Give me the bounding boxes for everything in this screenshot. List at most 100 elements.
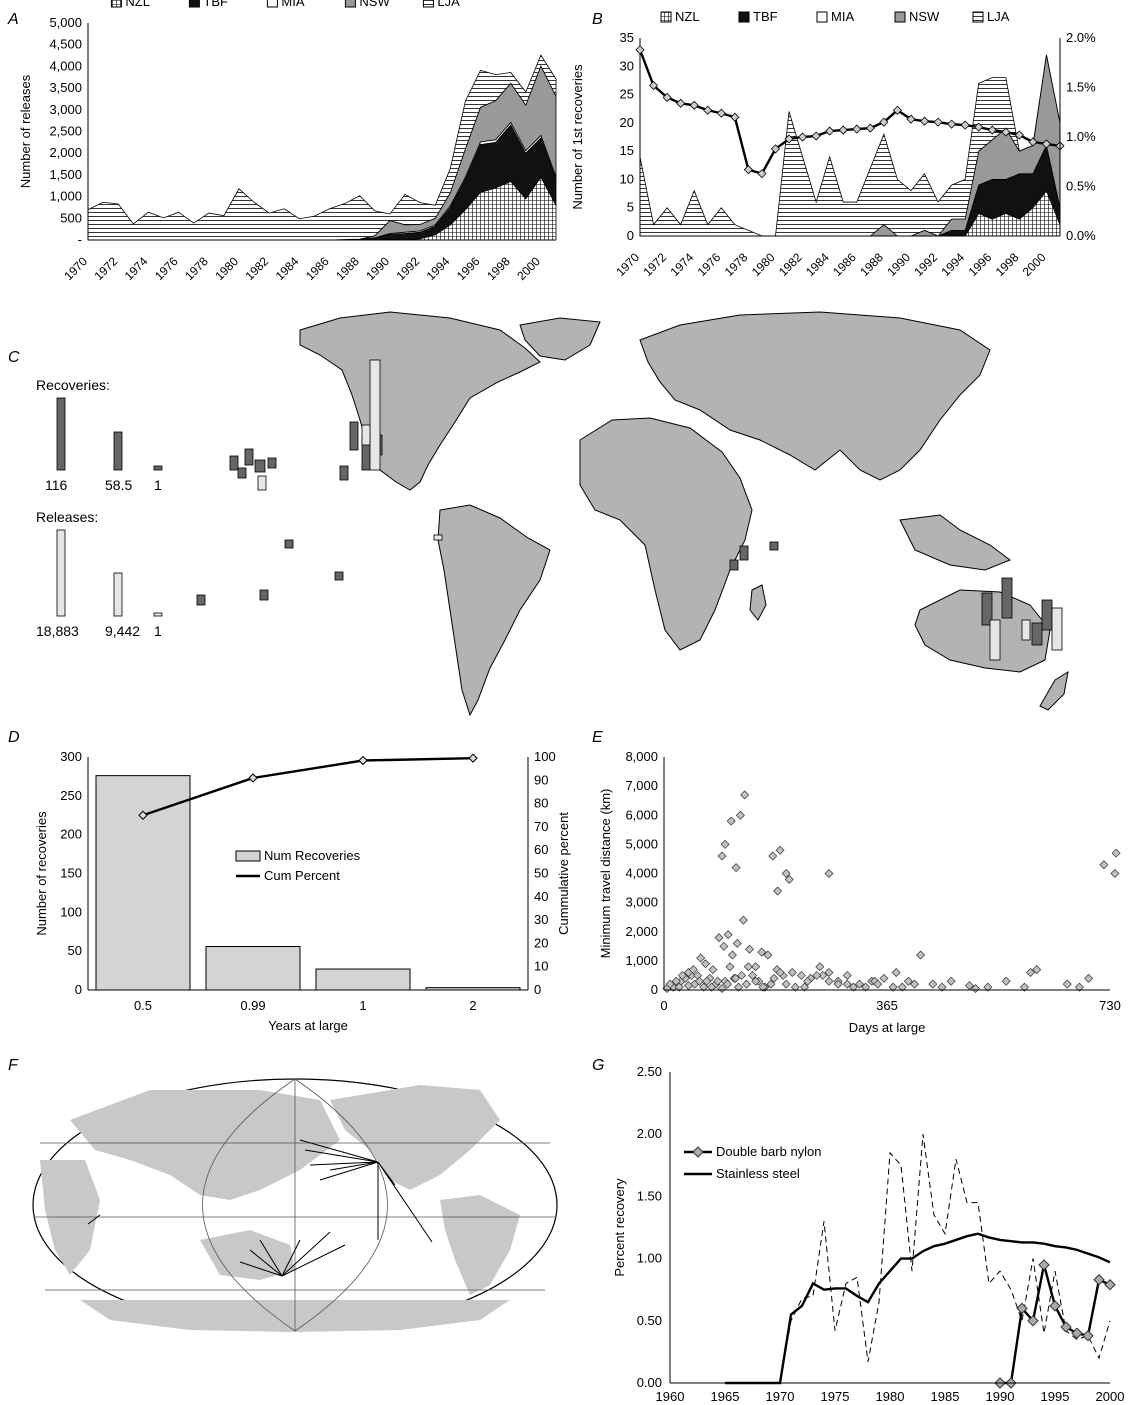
chart-a-x-tick-label: 1986 (303, 254, 332, 283)
chart-d-cum-marker (138, 810, 148, 820)
chart-e-point (790, 982, 800, 992)
chart-d-years-at-large: 0 50 100 150 200 250 300 0 10 20 30 40 50 60 70 80 90 100… (34, 749, 571, 1033)
chart-b-percent-marker (730, 112, 740, 122)
chart-e-y-tick-label: 6,000 (625, 807, 658, 822)
chart-e-point (674, 982, 684, 992)
chart-e-y-tick-label: 8,000 (625, 749, 658, 764)
releases-legend-bar-1 (153, 612, 163, 617)
chart-a-x-tick-label: 1984 (273, 254, 302, 283)
chart-g-y-tick-label: 0.00 (637, 1375, 662, 1390)
chart-d-y-tick-label: 150 (60, 866, 82, 881)
chart-a-x-tick-label: 1972 (92, 254, 121, 283)
chart-d-y-tick-label: 200 (60, 827, 82, 842)
chart-d-cum-marker (358, 755, 368, 766)
chart-e-point (800, 982, 810, 992)
chart-b-first-recoveries: 0510152025303519701972197419761978198019… (570, 9, 1096, 279)
chart-g-nylon-marker (1060, 1321, 1072, 1333)
chart-e-point (1110, 869, 1120, 878)
chart-b-x-tick-label: 1984 (803, 250, 832, 279)
chart-g-y-tick-label: 0.50 (637, 1313, 662, 1328)
chart-b-percent-marker (798, 132, 808, 142)
chart-b-percent-marker (960, 120, 970, 130)
chart-e-point (741, 979, 751, 989)
chart-b-legend-label-tbf: TBF (753, 9, 778, 24)
chart-b-legend-swatch-nsw (894, 11, 906, 23)
chart-b-y-tick-label: 5 (627, 200, 634, 215)
chart-e-point (730, 973, 740, 983)
chart-g-nylon-marker (1104, 1279, 1116, 1291)
chart-d-cum-marker (248, 773, 258, 783)
chart-e-point (773, 886, 783, 896)
chart-b-percent-marker (784, 134, 794, 144)
chart-e-point (781, 869, 791, 878)
map-c-recovery-bar (244, 448, 254, 466)
chart-e-point (726, 816, 736, 826)
chart-e-point (861, 982, 871, 992)
chart-b-percent-marker (838, 125, 848, 135)
chart-b-x-tick-label: 1976 (695, 250, 724, 279)
chart-e-point (745, 944, 755, 954)
chart-e-point (740, 790, 750, 800)
chart-d-cum-line (142, 756, 474, 817)
chart-e-point (879, 973, 889, 983)
chart-e-point (1001, 976, 1011, 986)
chart-d-y2-tick-label: 60 (534, 842, 548, 857)
chart-d-bar-1 (315, 968, 411, 991)
chart-b-x-tick-label: 1986 (830, 250, 859, 279)
chart-e-point (937, 982, 947, 992)
chart-g-y-axis-label: Percent recovery (612, 1178, 627, 1277)
chart-a-x-tick-label: 1980 (212, 254, 241, 283)
chart-b-y2-tick-label: 2.0% (1066, 30, 1096, 45)
chart-d-y2-tick-label: 50 (534, 866, 548, 881)
chart-b-percent-marker (892, 105, 902, 115)
chart-a-releases: - 500 1,000 1,500 2,000 2,500 3,000 3,500 4,000 4… (18, 0, 557, 283)
chart-e-point (787, 968, 797, 978)
chart-g-nylon-marker (1082, 1330, 1094, 1342)
chart-e-point (713, 976, 723, 986)
chart-b-percent-marker (974, 122, 984, 132)
chart-e-point (1074, 982, 1084, 992)
chart-g-y-tick-label: 1.50 (637, 1188, 662, 1203)
chart-b-x-tick-label: 1972 (640, 250, 669, 279)
map-c-landmasses (299, 311, 1069, 717)
releases-legend-bar-18883 (56, 529, 66, 617)
landmass-eurasia (639, 311, 991, 481)
map-c-recovery-bar (1001, 577, 1013, 619)
chart-e-point (946, 976, 956, 986)
chart-d-cum-marker (468, 753, 478, 763)
chart-a-legend-swatch-mia (266, 0, 278, 8)
chart-e-x-tick-label: 365 (876, 998, 898, 1013)
chart-b-percent-marker (648, 80, 659, 91)
chart-d-y2-tick-label: 20 (534, 935, 548, 950)
chart-a-legend-swatch-nsw (344, 0, 356, 8)
chart-e-y-tick-label: 1,000 (625, 953, 658, 968)
chart-d-x-tick-label: 2 (469, 998, 476, 1013)
chart-b-percent-marker (825, 126, 835, 136)
chart-d-y2-tick-label: 10 (534, 959, 548, 974)
chart-b-percent-marker (703, 105, 713, 115)
chart-e-point (855, 979, 865, 989)
panel-letter-f: F (8, 1057, 19, 1074)
panel-letter-b: B (592, 11, 603, 28)
map-f-migration-tracks (32, 1078, 558, 1332)
chart-e-point (928, 979, 938, 989)
chart-e-point (683, 981, 693, 991)
chart-e-point (717, 851, 727, 861)
chart-g-x-tick-label: 1980 (876, 1389, 905, 1404)
chart-b-percent-marker (1001, 127, 1011, 137)
chart-b-legend-label-mia: MIA (831, 9, 854, 24)
chart-b-percent-marker (811, 131, 821, 141)
chart-b-percent-marker (906, 114, 916, 124)
chart-e-point (757, 947, 767, 957)
chart-g-nylon-marker (1027, 1315, 1039, 1327)
chart-b-percent-marker (1041, 139, 1052, 149)
chart-e-point (766, 979, 776, 989)
chart-b-x-tick-label: 1982 (776, 250, 805, 279)
chart-g-x-tick-label: 1975 (821, 1389, 850, 1404)
chart-e-point (1062, 979, 1072, 989)
chart-a-x-tick-label: 1998 (484, 254, 513, 283)
chart-e-point (842, 970, 852, 980)
map-c-recovery-bar (254, 459, 266, 473)
releases-legend-value-1: 1 (154, 623, 162, 639)
